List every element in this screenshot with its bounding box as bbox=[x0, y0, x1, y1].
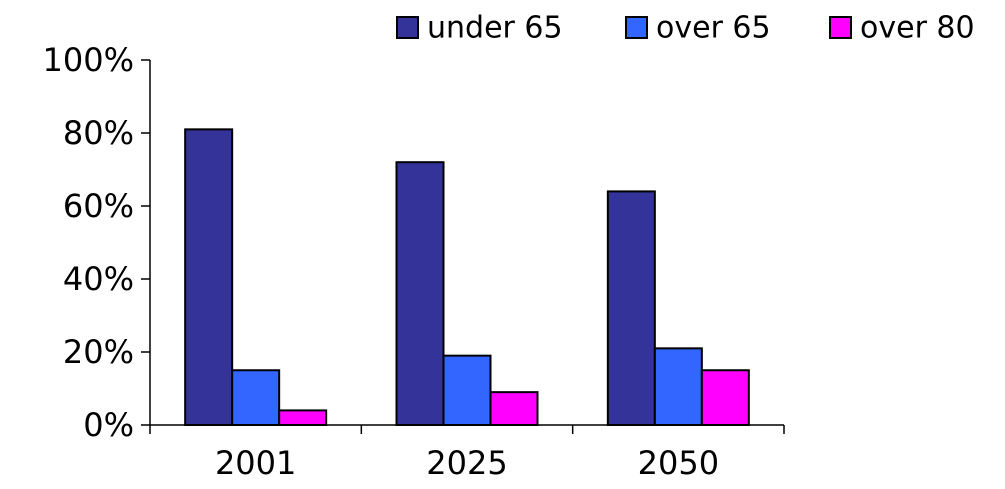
bar-under-65-2001 bbox=[184, 128, 234, 426]
y-tick-label: 40% bbox=[63, 260, 134, 298]
legend-label: over 65 bbox=[656, 11, 771, 46]
x-axis: 2001 2025 2050 bbox=[149, 424, 785, 482]
bars bbox=[184, 128, 750, 427]
legend: under 65 over 65 over 80 bbox=[396, 11, 975, 46]
y-tick-label: 60% bbox=[63, 187, 134, 225]
bar-over-80-2001 bbox=[278, 409, 328, 426]
y-tick-label: 0% bbox=[83, 406, 134, 444]
bar-over-65-2025 bbox=[442, 354, 492, 426]
bar-over-80-2025 bbox=[489, 391, 539, 426]
x-category-label: 2001 bbox=[215, 444, 296, 482]
legend-swatch bbox=[829, 16, 852, 39]
y-tick-label: 80% bbox=[63, 114, 134, 152]
x-category-label: 2050 bbox=[638, 444, 719, 482]
legend-label: over 80 bbox=[860, 11, 975, 46]
legend-swatch bbox=[625, 16, 648, 39]
bar-under-65-2025 bbox=[395, 161, 445, 426]
bar-over-65-2001 bbox=[231, 369, 281, 426]
x-category-label: 2025 bbox=[426, 444, 507, 482]
legend-swatch bbox=[396, 16, 419, 39]
y-tick-label: 100% bbox=[43, 41, 134, 79]
bar-over-80-2050 bbox=[700, 369, 750, 426]
y-axis: 0% 20% 40% 60% 80% 100% bbox=[43, 41, 151, 444]
bar-over-65-2050 bbox=[653, 347, 703, 427]
legend-label: under 65 bbox=[427, 11, 563, 46]
bar-under-65-2050 bbox=[606, 190, 656, 426]
y-tick-label: 20% bbox=[63, 333, 134, 371]
